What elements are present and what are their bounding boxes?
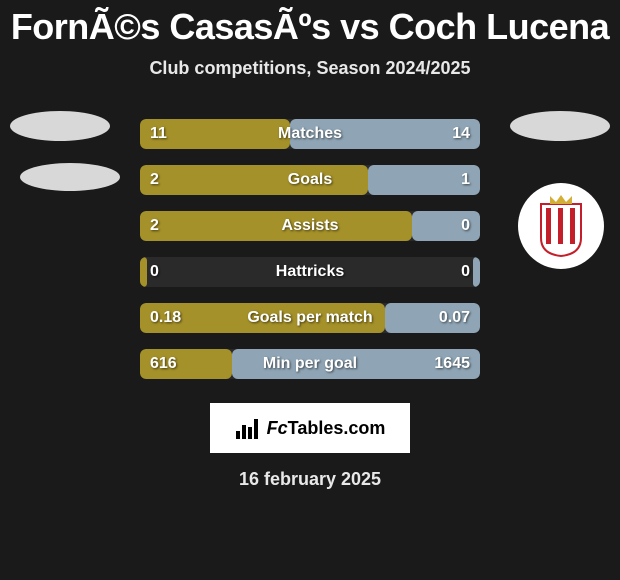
fctables-logo-icon	[235, 417, 261, 439]
stat-row: Goals 2 1	[140, 165, 480, 195]
club-logo-right	[518, 183, 604, 269]
stat-label: Goals	[288, 171, 332, 189]
stat-fill-right	[473, 257, 480, 287]
footer-brand-badge: FcTables.com	[210, 403, 410, 453]
stat-row: Min per goal 616 1645	[140, 349, 480, 379]
stat-value-left: 0	[150, 263, 159, 281]
page-title: FornÃ©s CasasÃºs vs Coch Lucena	[0, 0, 620, 48]
stats-bars: Matches 11 14 Goals 2 1 Assists 2 0 Hattricks 0 0 Go…	[140, 119, 480, 379]
stat-fill-left	[140, 211, 412, 241]
stat-fill-left	[140, 165, 368, 195]
stat-value-right: 1645	[434, 355, 470, 373]
stat-label: Min per goal	[263, 355, 357, 373]
comparison-panel: Matches 11 14 Goals 2 1 Assists 2 0 Hattricks 0 0 Go…	[0, 119, 620, 379]
avatar-player-left-club	[20, 163, 120, 191]
stat-value-left: 11	[150, 125, 167, 143]
stat-row: Goals per match 0.18 0.07	[140, 303, 480, 333]
stat-label: Hattricks	[276, 263, 344, 281]
stat-value-left: 2	[150, 171, 159, 189]
stat-value-left: 2	[150, 217, 159, 235]
stat-value-left: 616	[150, 355, 177, 373]
avatar-player-right-photo	[510, 111, 610, 141]
club-crest-icon	[536, 194, 586, 258]
stat-value-right: 0.07	[439, 309, 470, 327]
avatar-player-left-photo	[10, 111, 110, 141]
stat-fill-left	[140, 257, 147, 287]
stat-label: Goals per match	[247, 309, 372, 327]
stat-value-left: 0.18	[150, 309, 181, 327]
stat-row: Assists 2 0	[140, 211, 480, 241]
page-date: 16 february 2025	[0, 469, 620, 490]
footer-brand-text: FcTables.com	[267, 418, 386, 439]
stat-value-right: 1	[461, 171, 470, 189]
stat-value-right: 14	[452, 125, 470, 143]
footer-brand-tables: Tables.com	[288, 418, 386, 438]
stat-row: Matches 11 14	[140, 119, 480, 149]
footer-brand-fc: Fc	[267, 418, 288, 438]
stat-label: Matches	[278, 125, 342, 143]
stat-value-right: 0	[461, 263, 470, 281]
stat-row: Hattricks 0 0	[140, 257, 480, 287]
page-subtitle: Club competitions, Season 2024/2025	[0, 58, 620, 79]
stat-label: Assists	[282, 217, 339, 235]
stat-value-right: 0	[461, 217, 470, 235]
